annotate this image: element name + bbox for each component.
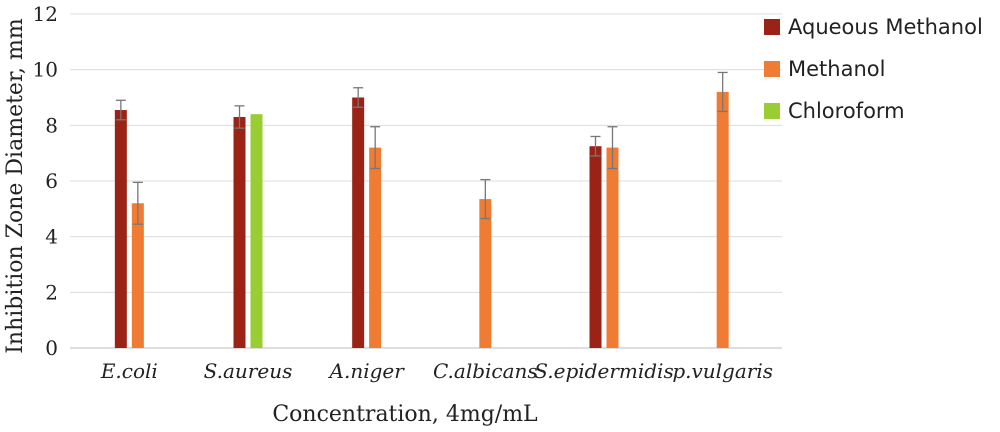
- bars-layer: [114, 91, 729, 349]
- error-bar: [234, 105, 245, 129]
- bar-aqueous-methanol: [589, 146, 602, 348]
- legend-swatch: [764, 61, 780, 77]
- bar-aqueous-methanol: [233, 116, 246, 348]
- legend-label: Aqueous Methanol: [788, 15, 983, 39]
- error-bar: [115, 99, 126, 121]
- y-tick-label: 8: [45, 113, 58, 137]
- legend-item: Methanol: [764, 48, 983, 90]
- bar-methanol: [369, 147, 382, 348]
- error-bar: [717, 71, 728, 113]
- x-tick-label: A.niger: [328, 359, 406, 383]
- bar-methanol: [606, 147, 619, 348]
- bar-chloroform: [250, 114, 263, 348]
- error-bars-layer: [115, 71, 728, 225]
- error-bar: [480, 178, 491, 220]
- error-bar: [353, 87, 364, 108]
- grid-layer: [70, 13, 782, 349]
- y-tick-label: 12: [33, 2, 58, 26]
- legend-item: Chloroform: [764, 90, 983, 132]
- legend-swatch: [764, 19, 780, 35]
- y-tick-label: 6: [45, 169, 58, 193]
- legend-swatch: [764, 103, 780, 119]
- y-tick-label: 10: [33, 58, 58, 82]
- y-tick-labels: 0 2 4 6 8 10 12: [33, 2, 58, 360]
- legend-label: Methanol: [788, 57, 886, 81]
- y-tick-label: 4: [45, 225, 58, 249]
- legend-label: Chloroform: [788, 99, 905, 123]
- x-tick-label: C.albicans: [433, 359, 538, 383]
- x-axis-title: Concentration, 4mg/mL: [272, 402, 538, 427]
- bar-aqueous-methanol: [114, 110, 127, 349]
- x-tick-label: S.aureus: [204, 359, 293, 383]
- bar-methanol: [131, 203, 144, 348]
- error-bar: [370, 126, 381, 170]
- bar-methanol: [479, 199, 492, 348]
- x-tick-labels: E.coli S.aureus A.niger C.albicansS.epiderm…: [100, 359, 773, 383]
- error-bar: [132, 181, 143, 225]
- x-tick-label: E.coli: [100, 359, 158, 383]
- error-bar: [590, 135, 601, 157]
- bar-methanol: [716, 91, 729, 348]
- x-tick-label: p.vulgaris: [672, 359, 773, 383]
- legend: Aqueous Methanol Methanol Chloroform: [764, 6, 983, 132]
- y-tick-label: 2: [45, 280, 58, 304]
- bar-aqueous-methanol: [352, 97, 365, 348]
- x-tick-label: S.epidermidis: [534, 359, 673, 383]
- legend-item: Aqueous Methanol: [764, 6, 983, 48]
- y-tick-label: 0: [45, 336, 58, 360]
- error-bar: [607, 126, 618, 170]
- y-axis-title: Inhibition Zone Diameter, mm: [3, 18, 28, 354]
